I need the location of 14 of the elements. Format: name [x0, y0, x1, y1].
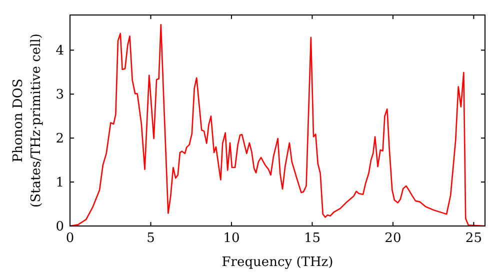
- y-tick-label: 0: [56, 220, 64, 234]
- x-tick-label: 5: [146, 231, 155, 246]
- y-tick-label: 3: [56, 88, 64, 103]
- x-tick-label: 25: [465, 231, 482, 246]
- x-axis-title: Frequency (THz): [222, 255, 334, 270]
- y-tick-label: 1: [56, 176, 64, 191]
- line-series: [70, 24, 485, 226]
- x-tick-label: 20: [384, 231, 402, 246]
- y-tick-label: 2: [56, 132, 64, 147]
- y-tick-label: 4: [56, 44, 64, 59]
- x-tick-label: 15: [304, 231, 320, 246]
- y-axis-title: Phonon DOS (States/THz·primitive cell): [11, 33, 44, 208]
- x-tick-label: 10: [223, 231, 240, 246]
- x-tick-label: 0: [66, 231, 74, 246]
